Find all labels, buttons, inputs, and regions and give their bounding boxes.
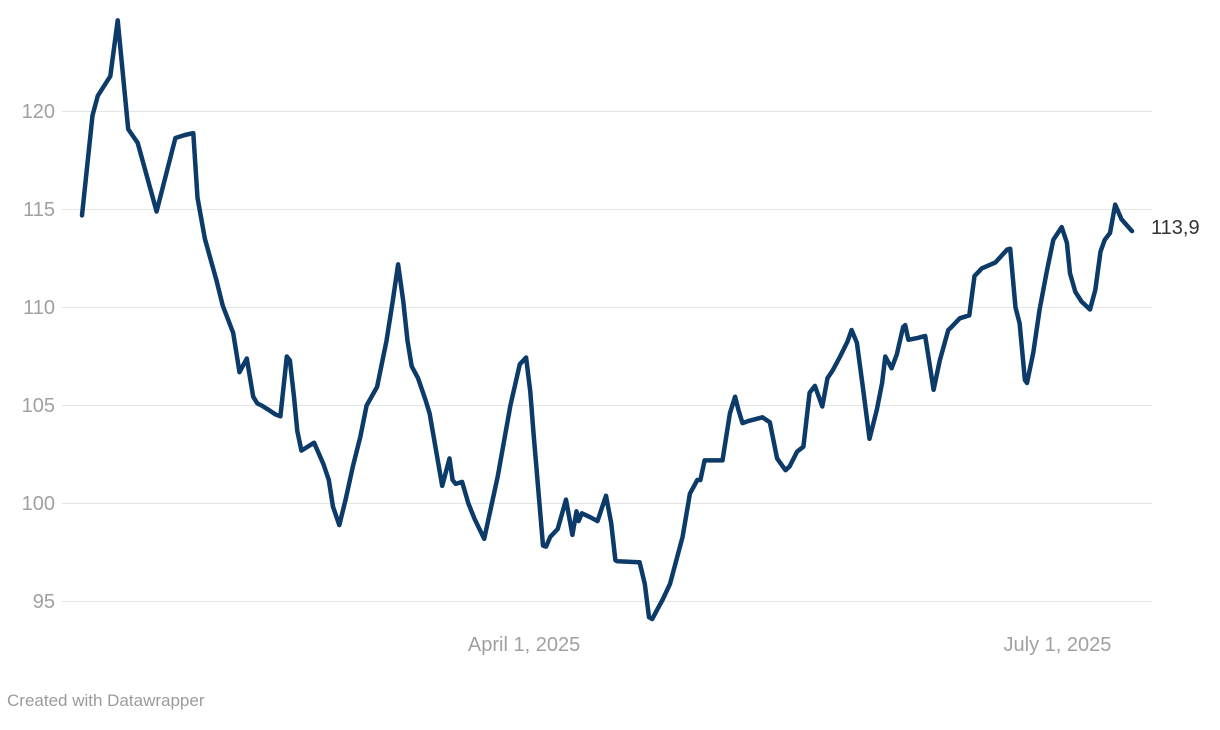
x-tick-label: July 1, 2025	[1003, 634, 1112, 656]
y-tick-label: 100	[21, 492, 55, 515]
y-tick-label: 110	[23, 296, 55, 319]
y-tick-label: 105	[21, 394, 55, 417]
y-tick-label: 120	[21, 100, 55, 123]
x-tick-label: April 1, 2025	[467, 634, 581, 656]
y-tick-label: 95	[32, 590, 55, 613]
data-line	[79, 18, 1135, 622]
end-value-label: 113,9	[1151, 217, 1200, 240]
attribution-link[interactable]: Created with Datawrapper	[7, 691, 205, 710]
y-tick-label: 115	[23, 198, 55, 221]
